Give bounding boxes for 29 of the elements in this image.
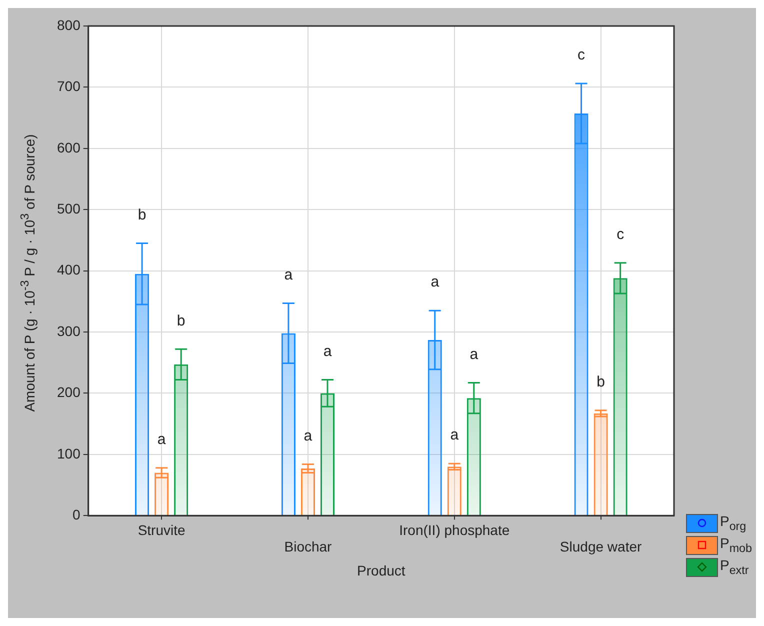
x-axis-title: Product [357,562,406,578]
legend-label: P$_{mob}$ [720,535,752,555]
annotation: a [450,426,460,444]
y-tick-label: 100 [57,445,81,462]
y-tick-label: 400 [57,262,81,278]
legend-label: P$_{org}$ [720,513,746,533]
y-tick-label: 700 [57,78,81,94]
annotation: a [323,342,332,360]
annotation: a [470,346,479,363]
legend-label: P$_{extr}$ [720,557,749,577]
x-tick-label: Iron(II) phosphate [399,522,510,538]
annotation: b [596,373,605,390]
annotation: c [616,226,625,243]
y-tick-label: 200 [57,384,81,400]
x-tick-label: Biochar [284,538,332,555]
x-tick-label: Struvite [138,522,186,538]
annotation: c [578,46,586,64]
annotation: a [157,431,166,448]
annotation: b [176,312,186,330]
y-tick-label: 300 [57,322,81,339]
y-tick-label: 0 [72,506,81,522]
y-tick-label: 500 [57,200,81,216]
annotation: b [138,206,146,224]
y-tick-label: 800 [57,16,81,33]
annotation: a [284,266,294,284]
y-tick-label: 600 [57,139,81,156]
annotation: a [430,274,440,291]
x-tick-label: Sludge water [560,538,642,555]
annotation: a [304,427,313,444]
